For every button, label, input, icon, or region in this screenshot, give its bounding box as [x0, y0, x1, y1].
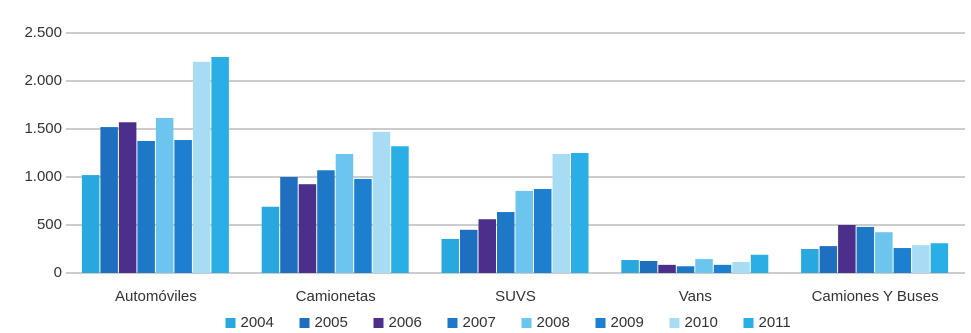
bar	[534, 189, 552, 273]
x-tick-label: Camionetas	[296, 288, 376, 305]
bar	[875, 232, 893, 273]
bar	[658, 264, 676, 273]
bar	[838, 225, 856, 273]
legend-swatch	[521, 318, 532, 328]
bar	[372, 131, 391, 273]
legend-swatch	[447, 318, 458, 328]
bar	[571, 153, 589, 273]
bar	[621, 260, 639, 273]
bar	[750, 254, 769, 273]
legend-label: 2010	[685, 314, 718, 331]
y-tick-label: 2.500	[24, 24, 62, 41]
bar	[930, 243, 949, 273]
legend-swatch	[743, 318, 754, 328]
bar	[460, 229, 478, 273]
x-tick-label: Camiones Y Buses	[812, 288, 939, 305]
bar	[100, 127, 118, 273]
bar	[713, 264, 732, 273]
legend-label: 2008	[537, 314, 570, 331]
legend-label: 2005	[315, 314, 348, 331]
legend-swatch	[595, 318, 606, 328]
bar	[155, 117, 174, 274]
bar	[801, 249, 819, 273]
bar	[317, 170, 335, 273]
y-tick-label: 1.500	[24, 120, 62, 137]
bar	[819, 246, 838, 273]
y-tick-label: 2.000	[24, 72, 62, 89]
bar	[732, 261, 750, 273]
legend-label: 2009	[611, 314, 644, 331]
y-tick-label: 0	[54, 264, 62, 281]
bar	[298, 184, 317, 273]
bar	[211, 57, 229, 273]
bar	[354, 178, 372, 273]
bar	[552, 153, 570, 273]
bar	[695, 259, 713, 273]
bar	[676, 266, 695, 273]
bar	[391, 146, 409, 273]
bar	[497, 212, 515, 273]
bar	[118, 122, 137, 273]
bar	[137, 141, 155, 273]
bar	[856, 226, 875, 273]
bar	[280, 177, 298, 273]
legend-label: 2004	[241, 314, 274, 331]
bar	[335, 153, 354, 273]
bar	[893, 248, 912, 273]
legend-swatch	[669, 318, 680, 328]
bar	[639, 261, 658, 273]
x-tick-label: Automóviles	[115, 288, 197, 305]
legend-swatch	[373, 318, 384, 328]
legend-swatch	[225, 318, 236, 328]
y-tick-label: 500	[37, 216, 62, 233]
bar	[261, 206, 280, 273]
bar	[478, 219, 496, 273]
bar	[192, 61, 211, 273]
x-tick-label: SUVS	[495, 288, 536, 305]
y-tick-label: 1.000	[24, 168, 62, 185]
bar	[515, 190, 533, 273]
bar	[441, 238, 459, 273]
legend-label: 2007	[463, 314, 496, 331]
bar	[81, 175, 100, 273]
legend-label: 2011	[759, 314, 791, 331]
bar	[174, 140, 192, 273]
legend-label: 2006	[389, 314, 422, 331]
legend-swatch	[299, 318, 310, 328]
bar	[912, 245, 930, 273]
x-tick-label: Vans	[679, 288, 712, 305]
